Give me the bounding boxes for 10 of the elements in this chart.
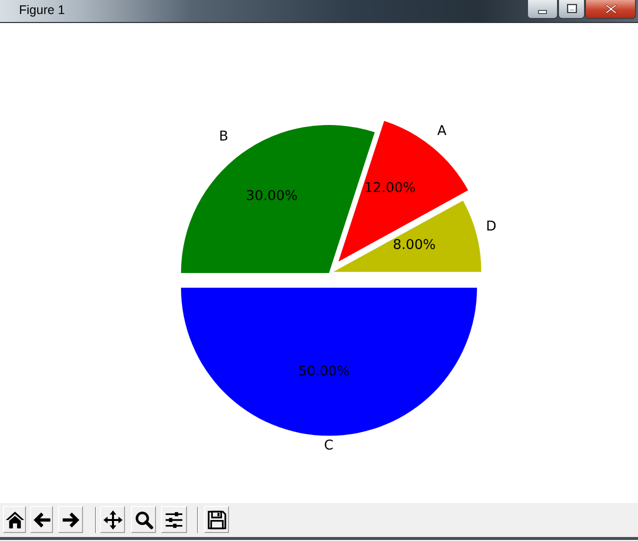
slice-label: D: [486, 218, 496, 234]
caption: Figure 1: [19, 3, 65, 17]
slice-label: B: [219, 128, 228, 144]
data-label: 50.00%: [298, 364, 350, 380]
data-label: 8.00%: [392, 236, 436, 253]
slice-label: A: [437, 123, 448, 140]
window-title-bar: Figure 1: [0, 0, 638, 23]
data-label: 30.00%: [246, 188, 298, 204]
data-label: 12.00%: [364, 180, 416, 196]
slice-label: C: [324, 438, 334, 454]
